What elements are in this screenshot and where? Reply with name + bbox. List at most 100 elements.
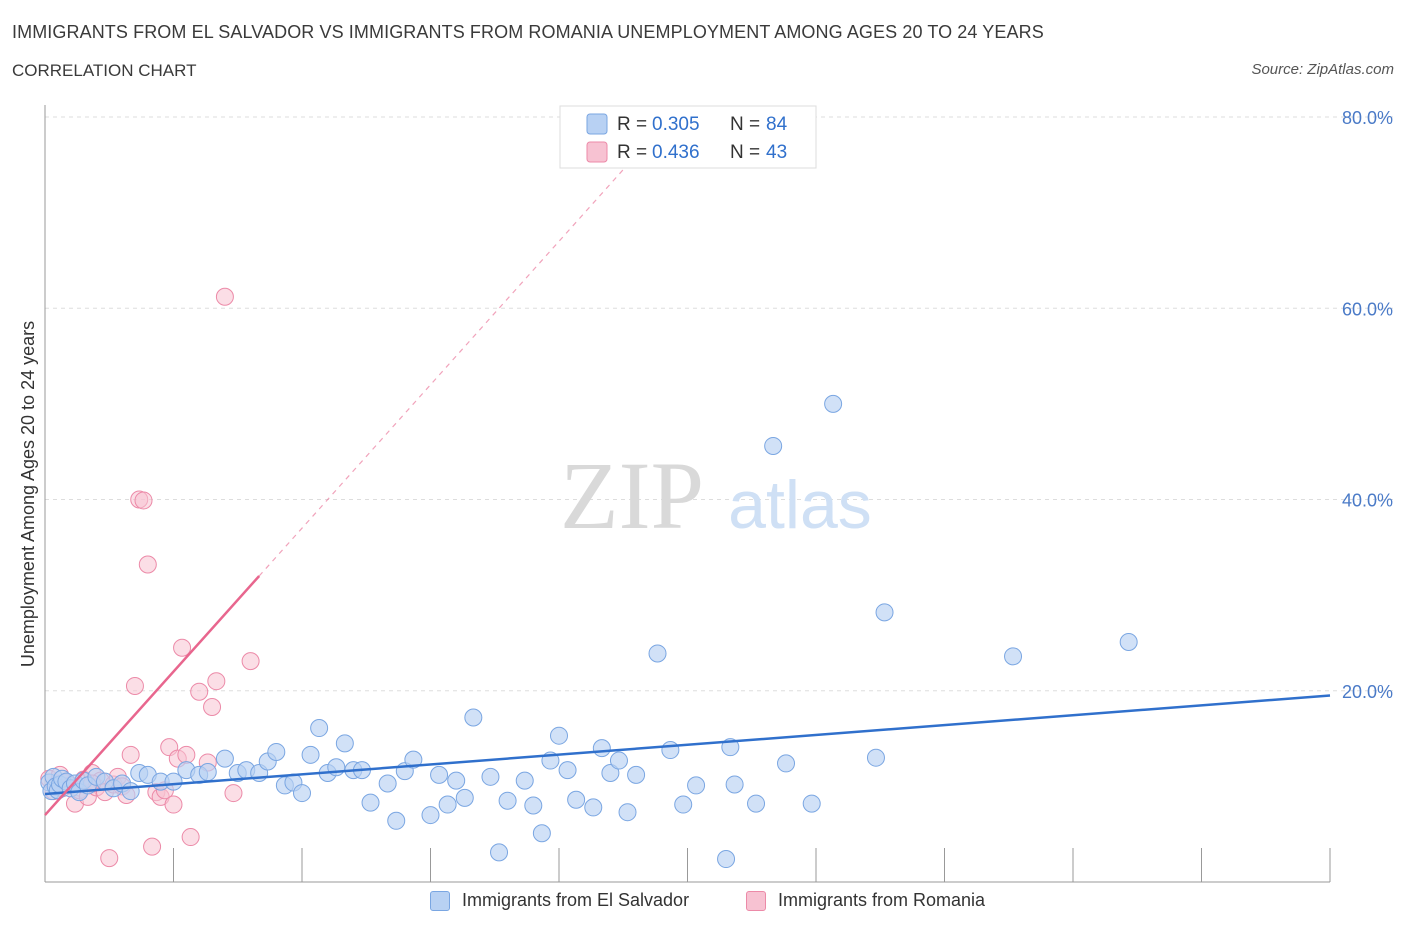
el-salvador-point-69 — [661, 741, 680, 760]
watermark-atlas: atlas — [728, 467, 872, 543]
romania-point-24 — [138, 555, 157, 574]
el-salvador-point-59 — [550, 726, 568, 745]
el-salvador-point-54 — [498, 791, 517, 810]
legend-item-el-salvador: Immigrants from El Salvador — [430, 890, 689, 911]
el-salvador-point-50 — [455, 788, 474, 807]
el-salvador-point-52 — [481, 767, 500, 786]
legend-n-value-1: 43 — [766, 142, 787, 163]
el-salvador-point-46 — [421, 806, 440, 825]
el-salvador-point-34 — [301, 745, 320, 764]
romania-point-33 — [177, 745, 196, 764]
legend-swatch-romania-bottom — [746, 890, 766, 911]
el-salvador-point-60 — [558, 761, 577, 780]
romania-point-40 — [224, 784, 243, 803]
el-salvador-point-74 — [725, 775, 744, 794]
el-salvador-point-57 — [532, 824, 551, 843]
scatter-chart: ZIP atlas 20.0%40.0%60.0%80.0%0.0%30.0% … — [18, 105, 1395, 883]
el-salvador-point-41 — [361, 793, 380, 812]
y-tick-label-3: 80.0% — [1342, 108, 1393, 128]
romania-trend-extension — [258, 164, 628, 577]
el-salvador-point-75 — [747, 794, 766, 813]
romania-point-34 — [181, 828, 200, 847]
y-tick-label-1: 40.0% — [1342, 491, 1393, 511]
legend-r-label-1: R = — [617, 142, 652, 163]
legend-bottom: Immigrants from El Salvador Immigrants f… — [0, 890, 1406, 916]
el-salvador-points — [40, 394, 1138, 869]
el-salvador-point-25 — [215, 749, 234, 768]
el-salvador-point-24 — [198, 763, 217, 782]
el-salvador-point-47 — [430, 765, 449, 784]
el-salvador-point-17 — [121, 782, 140, 801]
legend-label-romania: Immigrants from Romania — [778, 890, 986, 910]
legend-r-label-0: R = — [617, 114, 652, 135]
el-salvador-point-64 — [601, 763, 620, 782]
legend-label-el-salvador: Immigrants from El Salvador — [462, 890, 690, 910]
el-salvador-point-68 — [648, 644, 667, 663]
romania-point-25 — [143, 837, 162, 856]
legend-swatch-el-salvador — [586, 113, 608, 135]
y-axis-label: Unemployment Among Ages 20 to 24 years — [18, 321, 38, 667]
legend-swatch-el-salvador-bottom — [430, 890, 450, 911]
legend-r-value-0: 0.305 — [652, 114, 700, 135]
y-tick-label-2: 60.0% — [1342, 299, 1393, 319]
romania-point-30 — [164, 795, 183, 814]
el-salvador-point-77 — [777, 754, 796, 773]
el-salvador-point-56 — [524, 796, 543, 815]
el-salvador-point-70 — [674, 795, 693, 814]
chart-subtitle: CORRELATION CHART — [12, 61, 197, 80]
el-salvador-point-33 — [293, 784, 311, 803]
el-salvador-point-78 — [802, 794, 821, 813]
watermark: ZIP atlas — [560, 442, 872, 549]
legend-r-value-1: 0.436 — [652, 142, 700, 163]
romania-trend-line — [44, 575, 261, 816]
legend-n-label-1: N = — [730, 142, 765, 163]
legend-n-label-0: N = — [730, 114, 765, 135]
el-salvador-point-45 — [404, 750, 423, 769]
romania-point-37 — [203, 698, 222, 717]
el-salvador-point-66 — [618, 803, 637, 822]
chart-title: IMMIGRANTS FROM EL SALVADOR VS IMMIGRANT… — [12, 22, 1044, 42]
el-salvador-point-76 — [764, 436, 783, 455]
romania-point-21 — [125, 676, 144, 695]
el-salvador-point-67 — [627, 765, 646, 784]
el-salvador-point-48 — [438, 795, 457, 814]
legend-n-value-0: 84 — [766, 114, 788, 135]
el-salvador-point-63 — [592, 739, 611, 758]
el-salvador-point-82 — [1004, 647, 1023, 666]
el-salvador-point-38 — [335, 734, 354, 753]
el-salvador-point-51 — [464, 708, 483, 727]
romania-point-38 — [207, 672, 226, 691]
legend-swatch-romania — [586, 141, 608, 163]
romania-point-35 — [190, 682, 209, 701]
el-salvador-point-53 — [490, 843, 509, 862]
romania-point-15 — [100, 849, 119, 868]
y-tick-label-0: 20.0% — [1342, 682, 1393, 702]
el-salvador-point-49 — [447, 771, 466, 790]
el-salvador-point-65 — [609, 751, 628, 770]
el-salvador-point-43 — [387, 811, 406, 830]
el-salvador-point-71 — [687, 776, 706, 795]
el-salvador-point-83 — [1119, 632, 1138, 651]
el-salvador-point-81 — [875, 603, 894, 622]
el-salvador-point-62 — [584, 798, 603, 817]
el-salvador-trend-line — [44, 694, 1331, 796]
romania-point-20 — [121, 745, 140, 764]
watermark-zip: ZIP — [560, 442, 704, 549]
el-salvador-point-42 — [378, 774, 397, 793]
romania-point-23 — [134, 491, 153, 510]
legend-top: R = 0.305 N = 84 R = 0.436 N = 43 — [559, 105, 817, 169]
el-salvador-point-72 — [717, 850, 736, 869]
el-salvador-point-35 — [310, 719, 329, 738]
axes-layer — [44, 105, 1331, 883]
el-salvador-point-30 — [267, 742, 286, 761]
romania-point-41 — [241, 652, 260, 671]
el-salvador-point-80 — [866, 748, 885, 767]
el-salvador-point-21 — [164, 772, 183, 791]
romania-point-39 — [215, 287, 234, 306]
el-salvador-point-61 — [567, 790, 586, 809]
romania-point-32 — [173, 638, 192, 657]
source-label: Source: ZipAtlas.com — [1251, 61, 1394, 78]
grid-layer — [45, 116, 1395, 692]
trend-lines — [44, 164, 1331, 816]
legend-item-romania: Immigrants from Romania — [746, 890, 985, 911]
